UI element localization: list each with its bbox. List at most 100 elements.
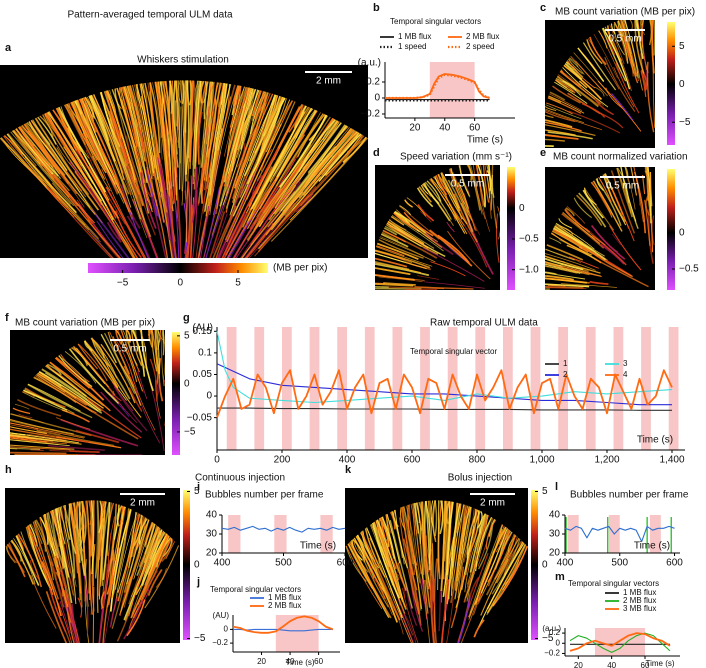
vessel — [464, 184, 470, 198]
vessel — [59, 600, 71, 634]
vessel — [486, 544, 527, 616]
vessel — [189, 80, 194, 162]
vessel — [546, 102, 573, 115]
vessel — [589, 36, 607, 66]
vessel — [395, 209, 438, 243]
vessel — [402, 614, 414, 643]
colorbar — [507, 167, 515, 290]
vessel — [227, 88, 254, 179]
colorbar-tick-label: −0.5 — [679, 264, 699, 275]
vessel — [637, 20, 641, 43]
vessel — [389, 567, 414, 636]
vessel — [139, 570, 158, 608]
vessel — [162, 81, 175, 205]
vessel — [55, 107, 120, 219]
x-tick-label: 40 — [439, 123, 451, 134]
vessel — [45, 591, 68, 643]
vessel — [473, 619, 485, 638]
vessel — [393, 212, 418, 231]
panel-title: MB count variation (MB per pix) — [15, 318, 155, 329]
vessel — [397, 573, 406, 598]
vessel — [282, 127, 350, 212]
vessel — [169, 188, 177, 258]
vessel — [298, 130, 356, 199]
vessel — [10, 439, 70, 447]
vessel — [191, 166, 198, 224]
vessel — [345, 545, 383, 610]
vessel — [251, 90, 262, 121]
x-tick-label: 600 — [666, 558, 683, 569]
vessel — [376, 242, 419, 260]
colorbar-tick-label: −5 — [184, 427, 196, 438]
vessel — [50, 510, 60, 547]
panel-label: b — [373, 2, 380, 14]
vessel — [420, 184, 429, 195]
vessel — [257, 194, 310, 253]
vessel — [480, 537, 520, 616]
vessel — [611, 93, 634, 121]
vessel — [56, 356, 102, 398]
stimulus-band — [420, 327, 430, 450]
vessel — [653, 20, 655, 56]
panel-label: d — [373, 147, 380, 159]
vessel — [645, 195, 651, 216]
vessel — [58, 355, 88, 384]
vessel — [227, 220, 249, 258]
vessel — [220, 83, 226, 105]
vessel — [366, 527, 403, 619]
vessel — [563, 64, 603, 101]
vessel — [425, 500, 431, 571]
vessel — [71, 603, 79, 643]
vessel — [96, 220, 124, 258]
vessel — [27, 383, 73, 408]
vessel — [111, 508, 130, 599]
vessel — [545, 114, 554, 119]
x-axis-label: Time (s) — [645, 659, 674, 668]
vessel — [379, 237, 436, 263]
vessel — [360, 531, 401, 621]
vessel — [101, 501, 111, 586]
vessel — [573, 52, 609, 93]
vessel — [273, 184, 297, 215]
vessel — [273, 104, 303, 161]
vessel — [545, 108, 585, 124]
vessel — [75, 429, 120, 444]
vessel — [241, 190, 296, 258]
vessel — [453, 193, 478, 243]
chart-title: Bubbles number per frame — [205, 490, 324, 501]
vessel — [578, 80, 588, 89]
y-tick-label: −0.2 — [360, 109, 380, 120]
vessel — [68, 348, 120, 405]
colorbar — [667, 22, 675, 145]
vessel — [159, 330, 162, 343]
legend-title: Temporal singular vectors — [568, 579, 659, 588]
vessel — [189, 204, 193, 258]
vessel — [454, 506, 471, 591]
vessel — [403, 211, 434, 237]
vessel — [34, 117, 100, 211]
vessel — [276, 109, 317, 178]
colorbar-tick-label: −5 — [117, 278, 129, 289]
vessel — [35, 519, 47, 552]
x-axis-label: Time (s) — [467, 135, 503, 146]
vessel — [34, 520, 43, 545]
vessel — [68, 161, 122, 240]
vessel — [545, 263, 583, 274]
vessel — [609, 24, 625, 64]
vessel — [503, 540, 523, 576]
vessel — [26, 525, 54, 596]
vessel — [111, 542, 136, 629]
vessel — [249, 185, 278, 230]
vessel — [46, 187, 75, 218]
vessel — [51, 188, 114, 258]
vessel — [382, 230, 438, 259]
vessel — [545, 138, 566, 142]
vessel — [480, 528, 508, 594]
vessel — [434, 500, 438, 537]
vessel — [545, 265, 581, 274]
scale-bar-label: 2 mm — [480, 498, 505, 509]
image — [345, 488, 528, 643]
vessel — [142, 83, 160, 180]
vessel — [126, 135, 156, 236]
